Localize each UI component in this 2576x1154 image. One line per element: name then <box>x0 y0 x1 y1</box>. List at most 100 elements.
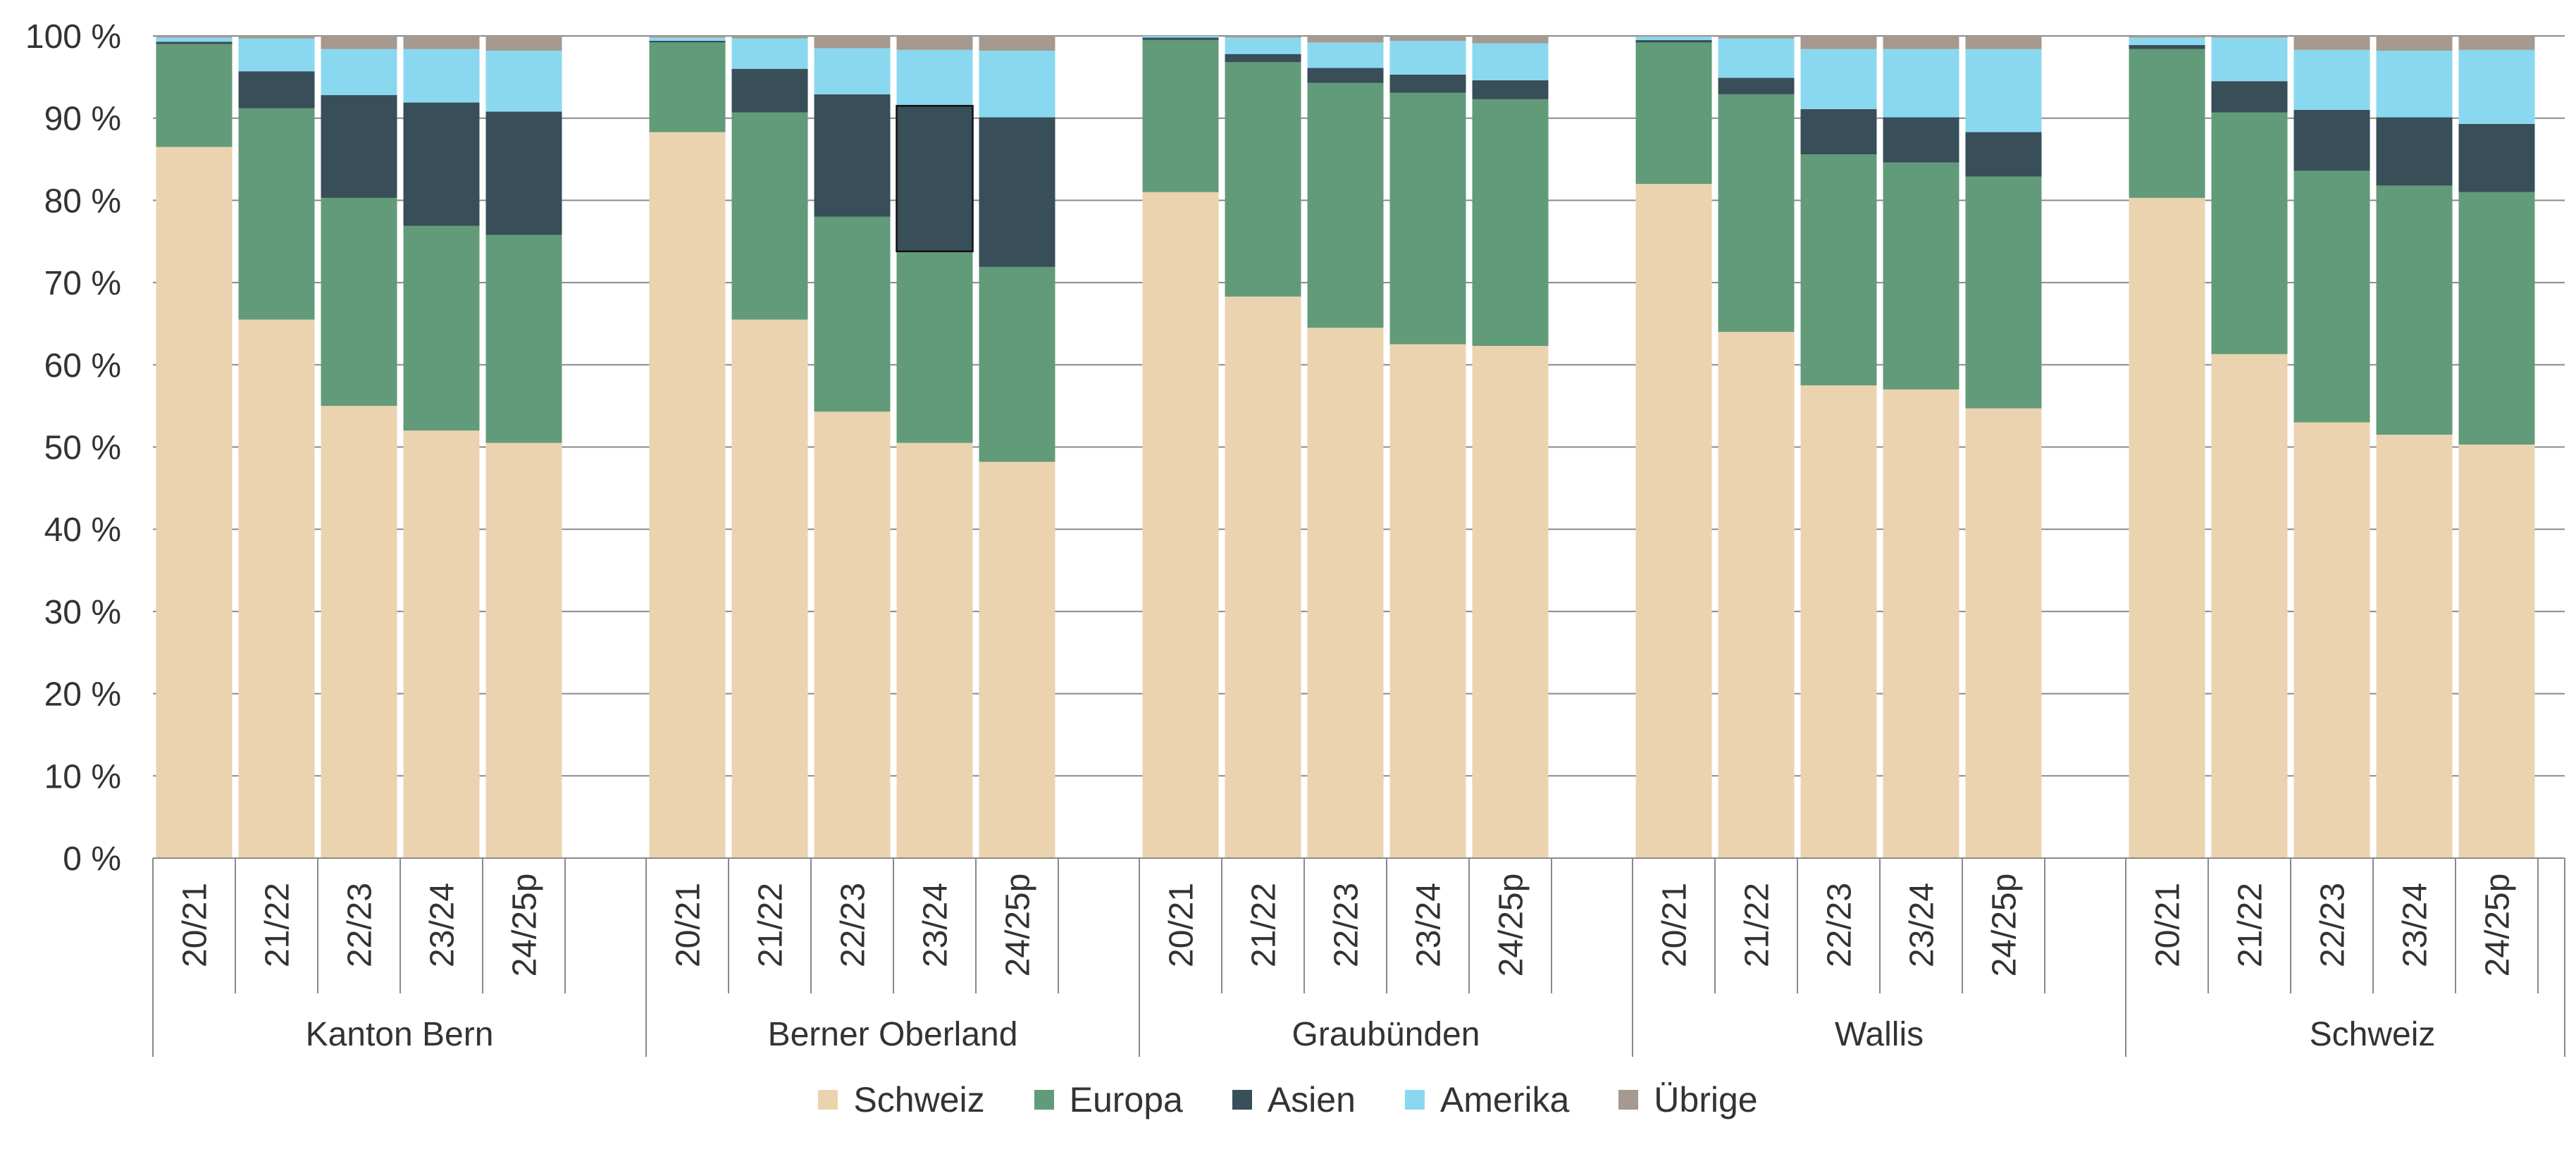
selected-segment-outline <box>896 104 974 253</box>
bar-segment <box>1142 39 1219 192</box>
bar-segment <box>1965 49 2042 132</box>
bar-segment <box>2211 36 2288 38</box>
bar-segment <box>1800 108 1877 155</box>
x-tick-label: 20/21 <box>2150 883 2187 967</box>
bar-segment <box>896 251 973 443</box>
bar-segment <box>2376 185 2453 435</box>
legend-item: Schweiz <box>818 1079 985 1120</box>
y-tick-label: 60 % <box>44 347 121 385</box>
x-tick-label: 20/21 <box>1657 883 1694 967</box>
bar-segment <box>2376 51 2453 118</box>
x-tick-label: 24/25p <box>1000 874 1037 977</box>
bar-segment <box>1307 328 1384 858</box>
bar-segment <box>1142 36 1219 38</box>
bar-segment <box>1635 39 1712 43</box>
bar-segment <box>2129 36 2205 38</box>
bar-segment <box>1800 154 1877 385</box>
bar-segment <box>814 411 891 858</box>
bar-segment <box>2211 81 2288 113</box>
bar-segment <box>1225 37 1301 54</box>
bar-segment <box>814 36 891 49</box>
legend-label: Schweiz <box>853 1080 985 1119</box>
bar-segment <box>1225 54 1301 63</box>
bar-segment <box>2129 49 2205 198</box>
bar-segment <box>1142 37 1219 40</box>
bar-segment <box>321 406 397 858</box>
bar-segment <box>485 36 562 51</box>
bar-segment <box>1883 162 1959 390</box>
bar-segment <box>1307 36 1384 43</box>
bar-segment <box>156 37 233 42</box>
x-tick-label: 20/21 <box>177 883 214 967</box>
bar-segment <box>1142 192 1219 859</box>
bar-segment <box>156 42 233 44</box>
legend: Schweiz Europa Asien Amerika Übrige <box>0 1075 2576 1124</box>
y-tick-label: 100 % <box>25 18 121 56</box>
bar-segment <box>649 36 726 38</box>
bar-segment <box>2458 49 2535 124</box>
bar-segment <box>1800 36 1877 49</box>
legend-swatch <box>1618 1090 1639 1110</box>
bar-segment <box>2129 44 2205 49</box>
x-tick-label: 23/24 <box>1411 883 1448 967</box>
bar-segment <box>1225 36 1301 38</box>
bar-segment <box>731 319 808 858</box>
bar-segment <box>156 147 233 859</box>
bar-segment <box>896 36 973 50</box>
bar-segment <box>649 37 726 42</box>
legend-swatch <box>1404 1090 1425 1110</box>
bar-segment <box>731 68 808 113</box>
bar-segment <box>2458 444 2535 858</box>
group-label: Schweiz <box>2310 1016 2436 1053</box>
bar-segment <box>1718 38 1795 78</box>
bar-segment <box>1965 176 2042 409</box>
bar-segment <box>238 38 315 72</box>
bar-segment <box>731 112 808 320</box>
bar-segment <box>731 38 808 69</box>
bar-segment <box>1389 92 1466 345</box>
bar-segment <box>1718 94 1795 333</box>
bar-segment <box>1883 389 1959 858</box>
bar-segment <box>2293 49 2370 111</box>
bar-segment <box>1635 37 1712 40</box>
bar-segment <box>979 51 1055 118</box>
x-tick-label: 23/24 <box>917 883 955 967</box>
bar-segment <box>2211 112 2288 354</box>
bar-segment <box>979 117 1055 267</box>
bar-segment <box>1718 36 1795 39</box>
x-tick-label: 22/23 <box>835 883 872 967</box>
y-tick-label: 90 % <box>44 101 121 138</box>
bar-segment <box>2458 123 2535 192</box>
legend-swatch <box>1034 1090 1054 1110</box>
bars <box>156 36 2535 859</box>
bar-segment <box>814 48 891 94</box>
x-tick-label: 20/21 <box>670 883 707 967</box>
y-tick-label: 80 % <box>44 182 121 220</box>
bar-segment <box>238 36 315 39</box>
group-label: Wallis <box>1835 1016 1924 1053</box>
bar-segment <box>1800 385 1877 858</box>
bar-segment <box>1965 36 2042 49</box>
bar-segment <box>2211 354 2288 858</box>
bar-segment <box>2293 110 2370 171</box>
legend-label: Asien <box>1267 1080 1356 1119</box>
bar-segment <box>321 36 397 49</box>
legend-swatch <box>818 1090 838 1110</box>
bar-segment <box>156 44 233 147</box>
y-tick-label: 70 % <box>44 265 121 302</box>
bar-segment <box>649 42 726 132</box>
bar-segment <box>2376 434 2453 858</box>
axis-labels: 0 % 10 % 20 % 30 % 40 % 50 % 60 % 70 % 80 % 90 % 1… <box>25 18 2517 1053</box>
bar-segment <box>321 197 397 407</box>
bar-segment <box>485 442 562 858</box>
bar-segment <box>1635 42 1712 185</box>
bar-segment <box>1883 49 1959 118</box>
bar-segment <box>979 461 1055 858</box>
y-tick-label: 50 % <box>44 430 121 467</box>
bar-segment <box>649 41 726 43</box>
bar-segment <box>1389 344 1466 858</box>
bar-segment <box>731 36 808 39</box>
bar-segment <box>1307 82 1384 328</box>
